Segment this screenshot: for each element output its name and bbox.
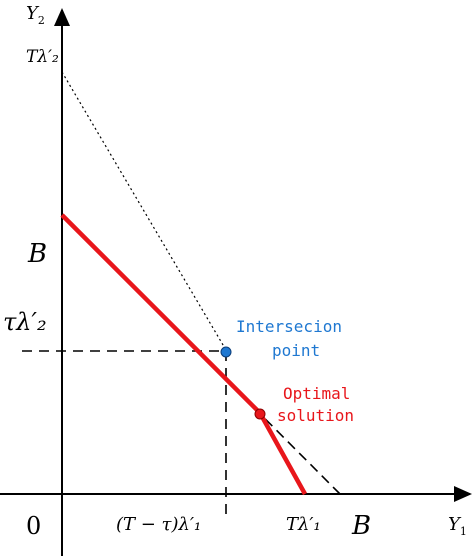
- y-axis-label: Y2: [26, 3, 45, 27]
- x-t-lambda1-label: Tλ′₁: [286, 514, 321, 535]
- optimal-point: [254, 408, 266, 420]
- dotted-constraint-line: [61, 71, 227, 351]
- feasible-boundary: [60, 213, 307, 496]
- x-t-minus-tau-label: (T − τ)λ′₁: [116, 514, 201, 535]
- intersection-label: Intersecion point: [236, 317, 352, 360]
- x-intercept-b-label: B: [351, 511, 371, 541]
- y-intercept-top-label: Tλ′₂: [26, 47, 59, 67]
- y-intercept-b-label: B: [27, 239, 47, 269]
- origin-label: 0: [26, 512, 41, 540]
- intersection-point: [220, 346, 232, 358]
- x-axis-label: Y1: [448, 514, 467, 538]
- optimal-label: Optimal solution: [277, 384, 360, 425]
- y-tau-label: τλ′₂: [3, 308, 47, 336]
